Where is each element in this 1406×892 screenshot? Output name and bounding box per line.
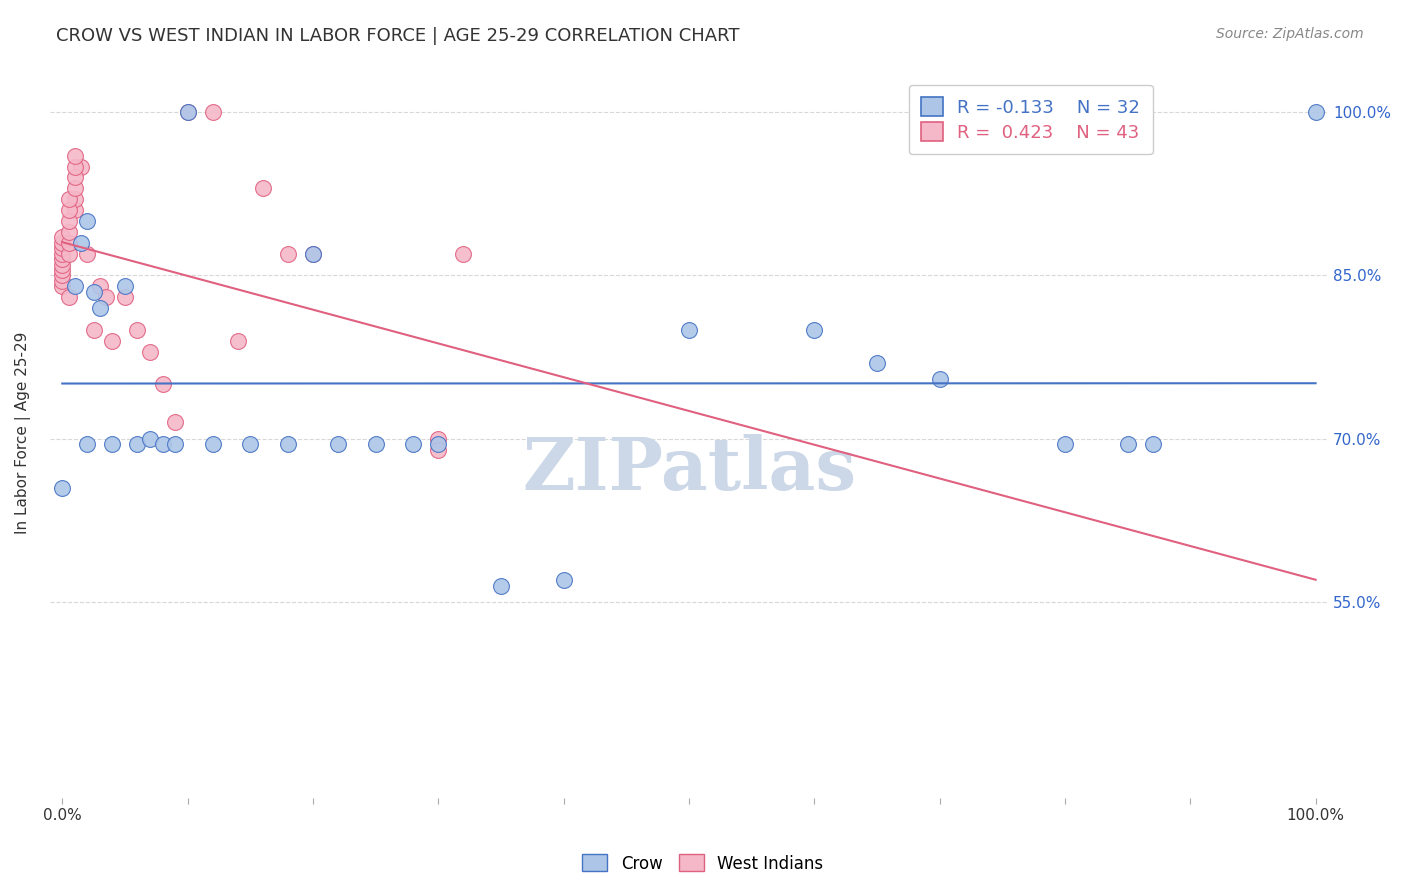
Y-axis label: In Labor Force | Age 25-29: In Labor Force | Age 25-29 — [15, 332, 31, 534]
Point — [58, 214, 80, 228]
Point — [1116, 437, 1139, 451]
Legend: Crow, West Indians: Crow, West Indians — [575, 847, 831, 880]
Point — [58, 246, 80, 260]
Point — [866, 355, 889, 369]
Point — [76, 246, 98, 260]
Point — [51, 268, 73, 283]
Point — [1305, 105, 1327, 120]
Point — [76, 437, 98, 451]
Point — [83, 323, 105, 337]
Point — [114, 279, 136, 293]
Point — [453, 246, 475, 260]
Point — [127, 437, 149, 451]
Point — [63, 170, 86, 185]
Point — [51, 246, 73, 260]
Point — [63, 192, 86, 206]
Point — [58, 192, 80, 206]
Point — [427, 437, 450, 451]
Point — [427, 432, 450, 446]
Point — [201, 105, 224, 120]
Point — [51, 252, 73, 266]
Point — [165, 437, 187, 451]
Point — [553, 574, 575, 588]
Point — [63, 203, 86, 218]
Point — [58, 203, 80, 218]
Point — [302, 246, 325, 260]
Point — [302, 246, 325, 260]
Point — [101, 437, 124, 451]
Point — [51, 481, 73, 495]
Point — [51, 258, 73, 272]
Point — [89, 279, 111, 293]
Point — [239, 437, 262, 451]
Point — [427, 442, 450, 457]
Text: Source: ZipAtlas.com: Source: ZipAtlas.com — [1216, 27, 1364, 41]
Point — [70, 235, 93, 250]
Point — [51, 241, 73, 255]
Point — [201, 437, 224, 451]
Legend: R = -0.133    N = 32, R =  0.423    N = 43: R = -0.133 N = 32, R = 0.423 N = 43 — [908, 85, 1153, 154]
Point — [139, 344, 162, 359]
Point — [678, 323, 700, 337]
Text: CROW VS WEST INDIAN IN LABOR FORCE | AGE 25-29 CORRELATION CHART: CROW VS WEST INDIAN IN LABOR FORCE | AGE… — [56, 27, 740, 45]
Point — [803, 323, 825, 337]
Point — [1142, 437, 1164, 451]
Point — [58, 235, 80, 250]
Point — [176, 105, 198, 120]
Point — [58, 225, 80, 239]
Point — [89, 301, 111, 315]
Point — [1053, 437, 1076, 451]
Point — [51, 235, 73, 250]
Point — [277, 246, 299, 260]
Point — [226, 334, 249, 348]
Text: ZIPatlas: ZIPatlas — [522, 434, 856, 505]
Point — [326, 437, 349, 451]
Point — [51, 230, 73, 244]
Point — [51, 274, 73, 288]
Point — [70, 160, 93, 174]
Point — [101, 334, 124, 348]
Point — [63, 148, 86, 162]
Point — [176, 105, 198, 120]
Point — [152, 377, 174, 392]
Point — [139, 432, 162, 446]
Point — [277, 437, 299, 451]
Point — [928, 372, 950, 386]
Point — [63, 181, 86, 195]
Point — [127, 323, 149, 337]
Point — [165, 416, 187, 430]
Point — [364, 437, 387, 451]
Point — [252, 181, 274, 195]
Point — [94, 290, 117, 304]
Point — [51, 279, 73, 293]
Point — [489, 579, 512, 593]
Point — [114, 290, 136, 304]
Point — [63, 160, 86, 174]
Point — [58, 290, 80, 304]
Point — [76, 214, 98, 228]
Point — [83, 285, 105, 299]
Point — [51, 263, 73, 277]
Point — [152, 437, 174, 451]
Point — [402, 437, 425, 451]
Point — [63, 279, 86, 293]
